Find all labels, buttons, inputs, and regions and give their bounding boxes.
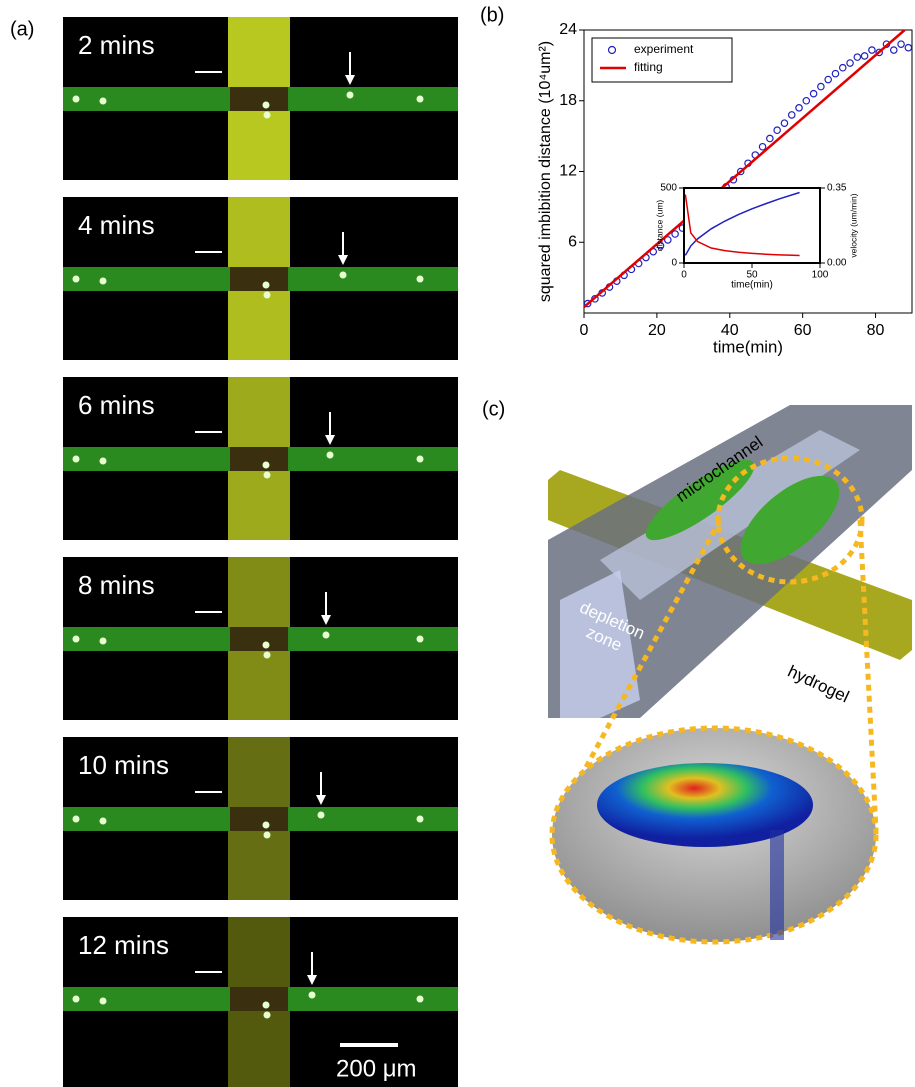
y2-tick-label: 0.00 [827,258,847,269]
bead [264,472,271,479]
bead [417,96,424,103]
bead [264,292,271,299]
scale-label: 200 μm [336,1055,417,1082]
y-tick-label: 18 [559,92,577,109]
channel-gap [230,447,288,471]
channel-gap [230,267,288,291]
bead [73,816,80,823]
bead [264,112,271,119]
panel-label: (c) [482,398,505,420]
bead [100,818,107,825]
y-tick-label: 24 [559,21,577,38]
bead [323,632,330,639]
y-tick-label: 6 [568,233,577,250]
bead [417,276,424,283]
x-tick-label: 100 [812,270,829,281]
time-label: 10 mins [78,750,169,780]
bead [263,642,270,649]
page: (a) (b) (c) microchannel hydrogel 2 mins… [0,0,915,1087]
x-tick-label: 0 [681,270,687,281]
y-tick-label: 0 [671,258,677,269]
channel-gap [230,987,288,1011]
bead [73,276,80,283]
time-label: 4 mins [78,210,155,240]
bead [340,272,347,279]
x-axis-label: time(min) [713,338,783,357]
bead [263,462,270,469]
bead [100,638,107,645]
bead [100,998,107,1005]
diagram: microchannel hydrogel [548,405,912,942]
bead [264,832,271,839]
x-axis-label: time(min) [731,280,773,291]
bead [417,816,424,823]
bead [263,282,270,289]
bead [73,996,80,1003]
panel-label: (a) [10,18,34,40]
zoom-line [860,520,876,830]
x-tick-label: 60 [794,322,812,339]
bead [263,102,270,109]
bead [73,456,80,463]
time-label: 8 mins [78,570,155,600]
panel-label: (b) [480,4,504,26]
bead [263,1002,270,1009]
channel-gap [230,627,288,651]
bead [309,992,316,999]
cell-density [770,830,784,940]
y-axis-label: distance (um) [654,200,664,252]
bead [100,98,107,105]
bead [327,452,334,459]
bead [417,996,424,1003]
x-tick-label: 80 [867,322,885,339]
bead [318,812,325,819]
figure: (a) (b) (c) microchannel hydrogel 2 mins… [0,0,915,1087]
bead [264,1012,271,1019]
diagram-label: hydrogel [785,662,852,707]
x-tick-label: 0 [580,322,589,339]
channel-gap [230,807,288,831]
bead [417,456,424,463]
bead [263,822,270,829]
legend-label: experiment [634,42,694,56]
y-tick-label: 12 [559,163,577,180]
bead [264,652,271,659]
y2-axis-label: velocity (um/min) [848,193,858,257]
y-axis-label: squared imbibition distance (10⁴um²) [537,41,554,302]
time-label: 2 mins [78,30,155,60]
bead [347,92,354,99]
time-label: 6 mins [78,390,155,420]
bead [100,278,107,285]
y2-tick-label: 0.35 [827,183,847,194]
time-label: 12 mins [78,930,169,960]
bead [73,96,80,103]
bead [417,636,424,643]
legend-label: fitting [634,60,663,74]
bead [73,636,80,643]
channel-gap [230,87,288,111]
bead [100,458,107,465]
plot-frame [684,188,820,263]
x-tick-label: 20 [648,322,666,339]
y-tick-label: 500 [660,183,677,194]
